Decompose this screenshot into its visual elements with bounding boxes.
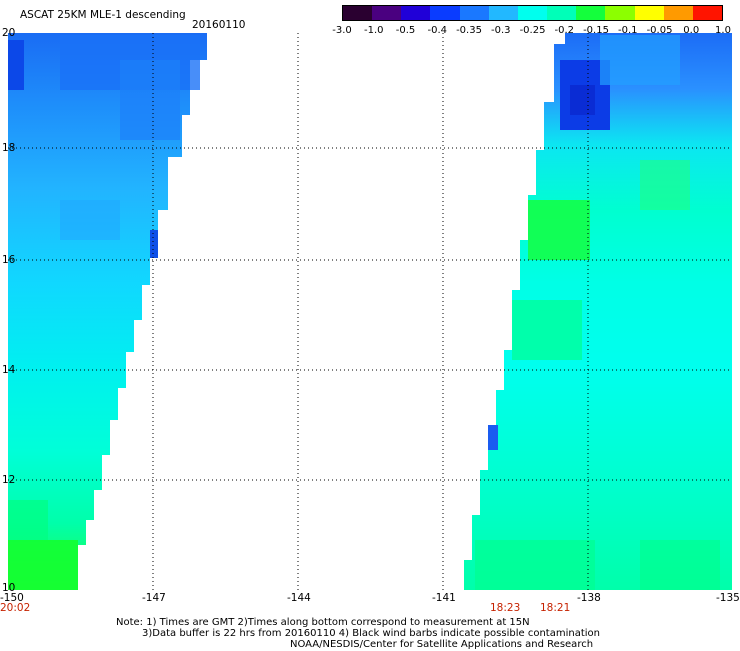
colorbar-tick-label: -0.25 (519, 25, 546, 36)
colorbar-segment (517, 6, 548, 20)
note-line-1: Note: 1) Times are GMT 2)Times along bot… (116, 617, 530, 628)
lat-label-16: 16 (2, 254, 16, 266)
lat-label-18: 18 (2, 142, 16, 154)
note-line-2: 3)Data buffer is 22 hrs from 20160110 4)… (142, 628, 600, 639)
colorbar (342, 5, 723, 21)
colorbar-tick-label: -1.0 (363, 25, 384, 36)
product-title: ASCAT 25KM MLE-1 descending (20, 9, 186, 21)
colorbar-segment (488, 6, 518, 20)
colorbar-segment (576, 6, 606, 20)
note-line-3: NOAA/NESDIS/Center for Satellite Applica… (290, 639, 594, 650)
colorbar-segment (459, 6, 489, 20)
colorbar-tick-label: 1.0 (715, 25, 731, 36)
colorbar-segment (372, 6, 402, 20)
colorbar-segment (401, 6, 431, 20)
lon-label-141: -141 (432, 592, 456, 604)
colorbar-segment (692, 6, 723, 20)
colorbar-tick-label: -0.4 (427, 25, 448, 36)
lon-label-150: -150 (0, 592, 24, 604)
colorbar-tick-label: -0.2 (554, 25, 575, 36)
colorbar-tick-label: -0.15 (583, 25, 609, 36)
colorbar-segment (430, 6, 460, 20)
time-label-left: 20:02 (0, 602, 31, 614)
lon-label-135: -135 (716, 592, 740, 604)
grid (8, 33, 732, 590)
colorbar-segment (663, 6, 693, 20)
colorbar-segment (343, 6, 373, 20)
colorbar-segment (547, 6, 577, 20)
colorbar-tick-label: -0.05 (646, 25, 673, 36)
colorbar-tick-label: -0.1 (617, 25, 638, 36)
colorbar-tick-label: -0.3 (490, 25, 511, 36)
lon-label-138: -138 (577, 592, 601, 604)
lat-label-10: 10 (2, 582, 16, 594)
colorbar-tick-label: -3.0 (332, 25, 352, 36)
colorbar-segment (634, 6, 664, 20)
lat-label-14: 14 (2, 364, 16, 376)
colorbar-segment (605, 6, 635, 20)
lon-label-147: -147 (142, 592, 166, 604)
lon-label-144: -144 (287, 592, 311, 604)
time-label-mid1: 18:23 (490, 602, 521, 614)
lat-label-12: 12 (2, 474, 16, 486)
colorbar-tick-label: -0.35 (456, 25, 482, 36)
colorbar-tick-label: -0.5 (395, 25, 416, 36)
date-label: 20160110 (192, 19, 246, 31)
time-label-mid2: 18:21 (540, 602, 571, 614)
colorbar-tick-label: 0.0 (683, 25, 700, 36)
right-swath (464, 33, 732, 590)
left-swath (8, 33, 207, 590)
lat-label-20: 20 (2, 27, 16, 39)
